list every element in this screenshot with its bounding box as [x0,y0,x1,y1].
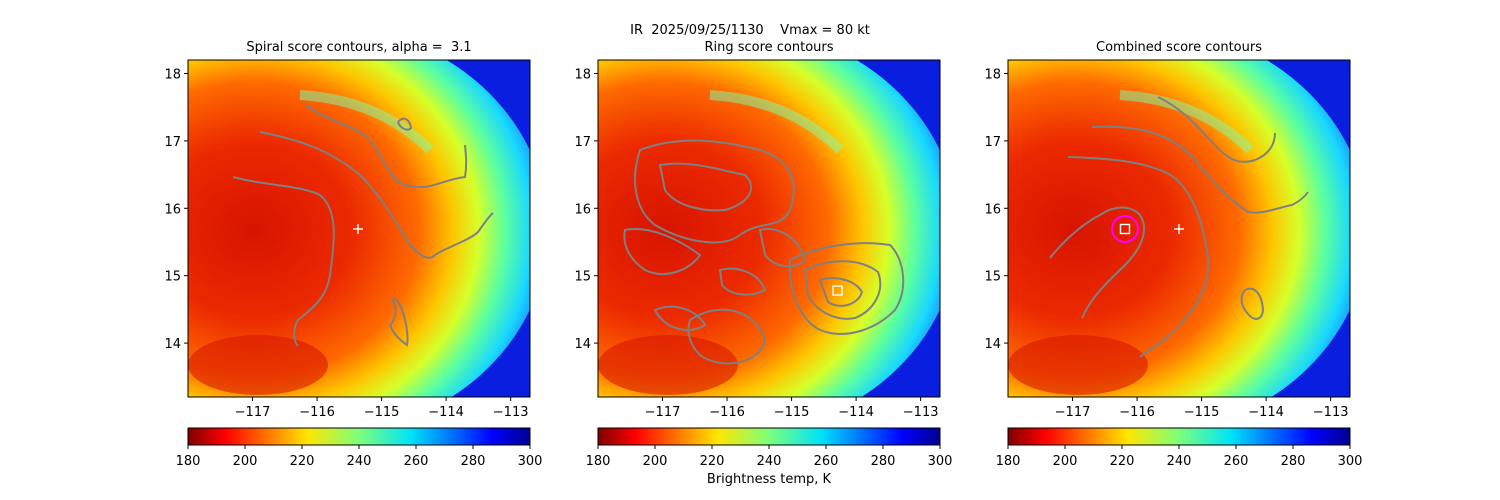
x-tick-label: −113 [903,405,939,420]
y-tick-label: 16 [574,202,591,217]
y-tick-label: 16 [164,202,181,217]
panel-spiral [187,59,531,398]
ring-contours [623,139,905,365]
colorbar-tick-label: 180 [176,454,201,469]
x-tick-label: −114 [1248,405,1284,420]
ring-center-square-marker [832,285,843,296]
x-tick-label: −113 [1313,405,1349,420]
y-tick-label: 14 [984,337,1001,352]
center-plus-marker-spiral [353,224,363,234]
x-tick-label: −116 [709,405,745,420]
x-tick-label: −115 [364,405,400,420]
y-tick-label: 17 [574,135,591,150]
panel-combined [1007,59,1351,398]
y-tick-label: 15 [164,270,181,285]
y-tick-label: 17 [164,135,181,150]
colorbar-tick-label: 260 [814,454,839,469]
colorbar-ring [597,427,941,446]
x-tick-label: −114 [838,405,874,420]
panel-title-spiral: Spiral score contours, alpha = 3.1 [246,40,472,55]
combined-center-circle-marker [1111,215,1139,243]
colorbar-tick-label: 280 [871,454,896,469]
colorbar-tick-label: 240 [347,454,372,469]
center-plus-marker-combined [1174,224,1184,234]
colorbar-tick-label: 260 [1224,454,1249,469]
figure-suptitle: IR 2025/09/25/1130 Vmax = 80 kt [630,23,870,38]
panel-title-combined: Combined score contours [1096,40,1262,55]
colorbar-tick-label: 200 [233,454,258,469]
x-tick-label: −117 [1055,405,1091,420]
colorbar-tick-label: 180 [996,454,1021,469]
combined-contours [1049,96,1309,358]
x-tick-label: −117 [645,405,681,420]
y-tick-label: 18 [164,67,181,82]
colorbar-spiral [187,427,531,446]
colorbar-tick-label: 280 [1281,454,1306,469]
x-tick-label: −113 [493,405,529,420]
panel-ring [597,59,941,398]
y-tick-label: 17 [984,135,1001,150]
x-tick-label: −117 [235,405,271,420]
x-tick-label: −116 [1119,405,1155,420]
colorbar-tick-label: 300 [928,454,953,469]
colorbar-tick-label: 220 [700,454,725,469]
y-tick-label: 14 [574,337,591,352]
colorbar-combined [1007,427,1351,446]
y-tick-label: 14 [164,337,181,352]
y-tick-label: 18 [574,67,591,82]
x-tick-label: −115 [1184,405,1220,420]
colorbar-tick-label: 200 [643,454,668,469]
combined-center-square-marker [1119,223,1131,235]
axes-frame-ring [597,59,941,398]
y-tick-label: 15 [574,270,591,285]
colorbar-tick-label: 300 [1338,454,1363,469]
colorbar-tick-label: 180 [586,454,611,469]
colorbar-tick-label: 280 [461,454,486,469]
colorbar-tick-label: 240 [1167,454,1192,469]
colorbar-tick-label: 220 [1110,454,1135,469]
colorbar-label: Brightness temp, K [706,472,832,487]
y-tick-label: 15 [984,270,1001,285]
axes-frame-combined [1007,59,1351,398]
colorbar-tick-label: 240 [757,454,782,469]
y-tick-label: 16 [984,202,1001,217]
axes-frame-spiral [187,59,531,398]
x-tick-label: −116 [299,405,335,420]
y-tick-label: 18 [984,67,1001,82]
colorbar-tick-label: 220 [290,454,315,469]
tick-layer: −117 −116 −115 −114 −113 14 15 16 17 18 180 200 220 2… [164,67,1362,469]
colorbar-tick-label: 200 [1053,454,1078,469]
spiral-contours [232,104,494,347]
x-tick-label: −115 [774,405,810,420]
x-tick-label: −114 [428,405,464,420]
colorbar-tick-label: 300 [518,454,543,469]
ir-image-ring [598,60,940,397]
colorbar-tick-label: 260 [404,454,429,469]
panel-title-ring: Ring score contours [704,40,834,55]
